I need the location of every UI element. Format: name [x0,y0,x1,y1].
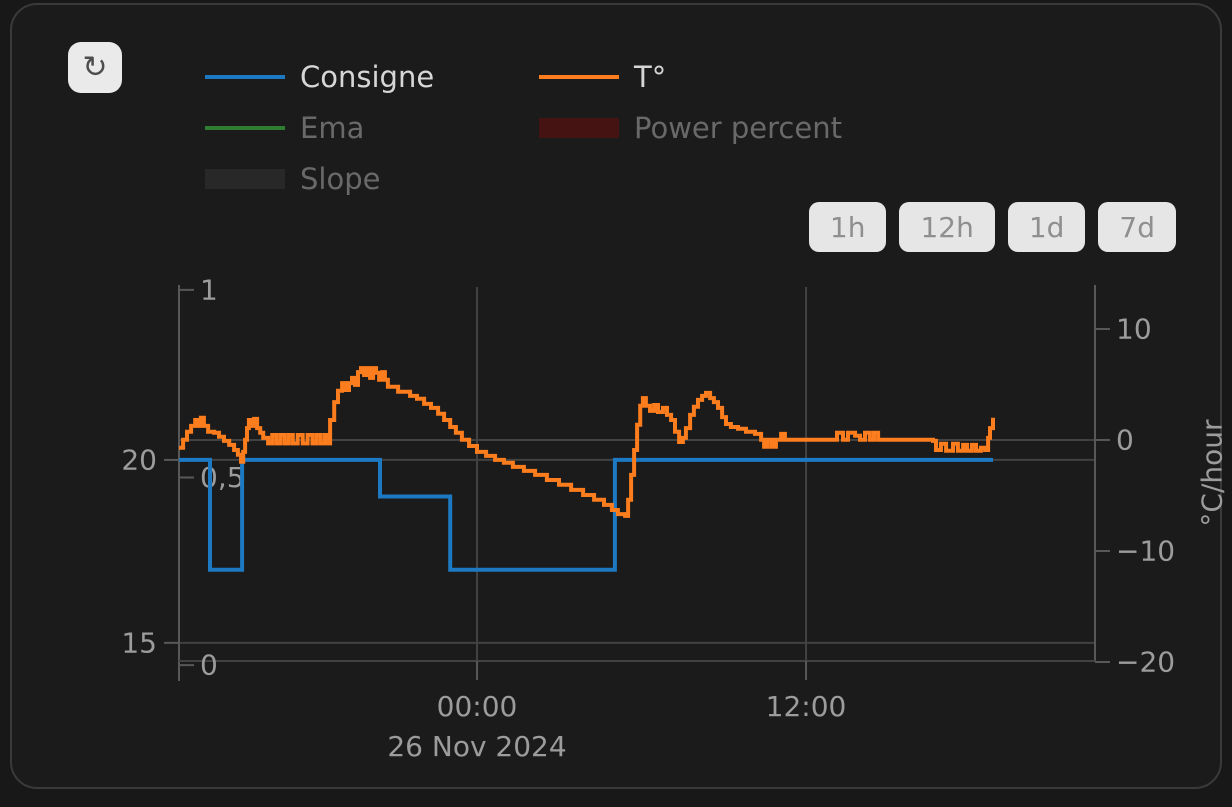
y-axis-tick-label-power: 0,5 [200,461,245,494]
y-axis-tick-label-temperature: 15 [121,626,157,659]
legend-swatch-ema [205,125,285,130]
y-axis-title-rate: °C/hour [1196,419,1229,527]
y-axis-tick-label-rate: 10 [1116,312,1152,345]
range-button-group: 1h 12h 1d 7d [808,202,1176,252]
legend-item-slope[interactable]: Slope [205,153,539,204]
y-axis-tick-label-power: 0 [200,649,218,682]
x-axis-tick-label: 12:00 [766,690,847,723]
legend-swatch-t [539,74,619,79]
legend-swatch-consigne [205,74,285,79]
range-button-1d[interactable]: 1d [1007,202,1086,252]
legend-item-ema[interactable]: Ema [205,102,539,153]
range-button-12h[interactable]: 12h [899,202,995,252]
y-axis-tick-label-rate: −20 [1116,646,1175,679]
chart-card: ↻ Consigne T° Ema Power percent Slope 1h 12h 1… [10,3,1222,789]
legend-item-t[interactable]: T° [539,51,873,102]
y-axis-tick-label-temperature: 20 [121,443,157,476]
refresh-icon: ↻ [82,49,108,85]
legend-label: Slope [300,161,381,196]
legend-swatch-power-percent [539,117,619,138]
legend-label: T° [634,59,667,94]
legend-label: Consigne [300,59,435,94]
legend-swatch-slope [205,168,285,189]
range-button-1h[interactable]: 1h [808,202,887,252]
x-axis-tick-label: 00:00 [437,690,518,723]
chart-legend: Consigne T° Ema Power percent Slope [205,51,895,204]
range-button-7d[interactable]: 7d [1098,202,1176,252]
legend-label: Ema [300,110,365,145]
legend-item-consigne[interactable]: Consigne [205,51,539,102]
y-axis-tick-label-power: 1 [200,273,218,306]
series-t [179,366,995,518]
x-axis-date-label: 26 Nov 2024 [387,730,566,763]
legend-item-power-percent[interactable]: Power percent [539,102,873,153]
refresh-button[interactable]: ↻ [68,42,122,93]
series-consigne [179,457,993,572]
y-axis-tick-label-rate: 0 [1116,423,1134,456]
y-axis-tick-label-rate: −10 [1116,534,1175,567]
legend-label: Power percent [634,110,842,145]
